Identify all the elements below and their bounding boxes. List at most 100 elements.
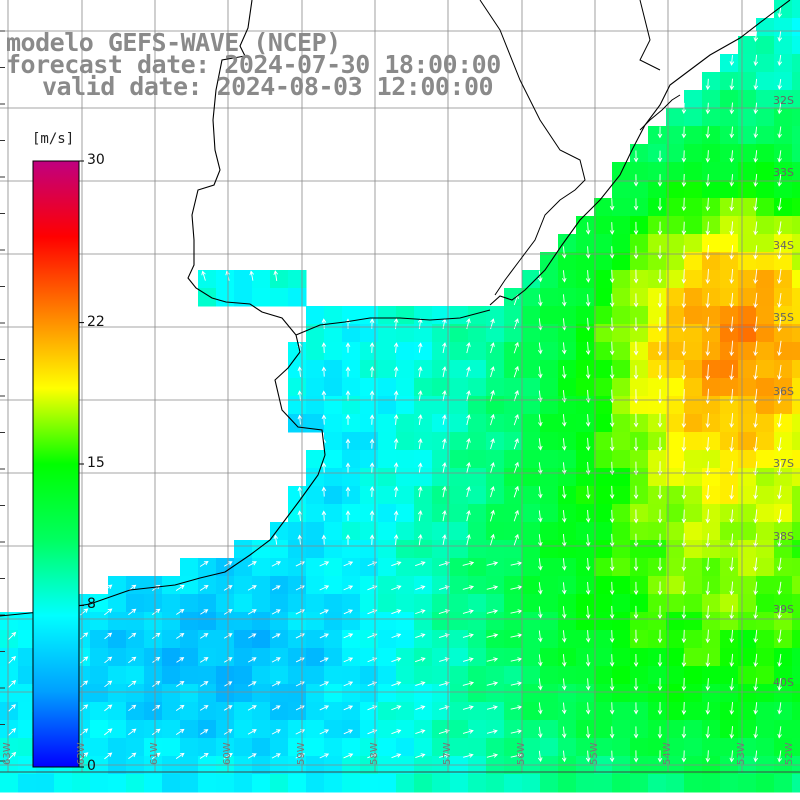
wind-arrow — [513, 509, 519, 522]
wind-cell — [702, 342, 721, 361]
wind-cell — [666, 522, 685, 541]
wind-cell — [468, 450, 487, 469]
wind-cell — [342, 342, 361, 361]
wind-cell — [594, 432, 613, 451]
wind-cell — [738, 612, 757, 631]
wind-cell — [648, 450, 667, 469]
wind-arrow — [633, 485, 639, 500]
wind-cell — [720, 126, 739, 145]
wind-cell — [774, 432, 793, 451]
wind-cell — [468, 558, 487, 577]
wind-arrow — [490, 438, 495, 450]
wind-cell — [756, 234, 775, 253]
wind-cell — [306, 774, 325, 793]
wind-cell — [414, 450, 433, 469]
wind-cell — [504, 738, 523, 757]
wind-cell — [414, 468, 433, 487]
wind-cell — [450, 576, 469, 595]
wind-arrow — [633, 174, 639, 187]
wind-arrow — [247, 657, 257, 663]
wind-arrow — [199, 705, 209, 711]
wind-arrow — [561, 558, 567, 571]
wind-cell — [414, 360, 433, 379]
wind-cell — [504, 522, 523, 541]
wind-cell — [612, 774, 631, 793]
wind-arrow — [176, 632, 185, 639]
wind-cell — [684, 378, 703, 397]
wind-cell — [522, 738, 541, 757]
wind-cell — [576, 612, 595, 631]
wind-cell — [576, 324, 595, 343]
wind-cell — [774, 468, 793, 487]
wind-cell — [666, 558, 685, 577]
wind-cell — [702, 738, 721, 757]
wind-cell — [702, 648, 721, 667]
wind-cell — [432, 612, 451, 631]
wind-arrow — [438, 633, 450, 638]
wind-cell — [126, 702, 145, 721]
wind-cell — [702, 684, 721, 703]
wind-arrow — [705, 174, 711, 187]
wind-cell — [558, 540, 577, 559]
wind-arrow — [705, 533, 711, 548]
wind-arrow — [393, 438, 399, 449]
wind-cell — [792, 684, 800, 703]
wind-cell — [504, 360, 523, 379]
wind-cell — [504, 666, 523, 685]
wind-arrow — [490, 509, 495, 522]
wind-cell — [648, 324, 667, 343]
wind-cell — [540, 450, 559, 469]
wind-arrow — [273, 534, 279, 545]
wind-cell — [666, 630, 685, 649]
wind-arrow — [319, 609, 329, 615]
wind-cell — [378, 648, 397, 667]
wind-cell — [720, 306, 739, 325]
wind-arrow — [343, 705, 354, 711]
wind-cell — [738, 378, 757, 397]
wind-cell — [792, 342, 800, 361]
wind-arrow — [438, 609, 450, 615]
wind-arrow — [200, 681, 209, 687]
wind-arrow — [415, 633, 426, 639]
wind-cell — [198, 702, 217, 721]
wind-cell — [306, 306, 325, 325]
wind-cell — [486, 414, 505, 433]
wind-arrow — [633, 150, 639, 163]
wind-cell — [792, 666, 800, 685]
wind-arrow — [462, 561, 475, 566]
wind-cell — [288, 684, 307, 703]
wind-cell — [18, 648, 37, 667]
wind-arrow — [729, 581, 735, 596]
wind-arrow — [681, 437, 687, 452]
wind-cell — [396, 540, 415, 559]
wind-cell — [504, 306, 523, 325]
title-model: modelo GEFS-WAVE (NCEP) — [6, 28, 341, 57]
wind-cell — [468, 414, 487, 433]
wind-cell — [684, 558, 703, 577]
latitude-label: 32S — [773, 94, 794, 107]
wind-cell — [594, 288, 613, 307]
wind-cell — [144, 594, 163, 613]
wind-cell — [684, 414, 703, 433]
wind-cell — [504, 648, 523, 667]
wind-arrow — [585, 678, 591, 691]
wind-arrow — [609, 509, 615, 524]
wind-cell — [270, 684, 289, 703]
wind-cell — [594, 702, 613, 721]
rio-de-la-plata-south — [295, 309, 491, 336]
wind-cell — [594, 576, 613, 595]
wind-cell — [792, 72, 800, 91]
wind-cell — [648, 180, 667, 199]
longitude-label: 52W — [784, 742, 795, 765]
wind-arrow — [705, 126, 711, 139]
wind-arrow — [462, 657, 474, 662]
wind-arrow — [585, 341, 591, 356]
wind-cell — [648, 594, 667, 613]
wind-cell — [792, 738, 800, 757]
wind-arrow — [657, 197, 663, 211]
wind-cell — [630, 252, 649, 271]
wind-cell — [630, 342, 649, 361]
wind-arrow — [681, 653, 687, 668]
wind-arrow — [777, 31, 783, 42]
wind-cell — [612, 738, 631, 757]
